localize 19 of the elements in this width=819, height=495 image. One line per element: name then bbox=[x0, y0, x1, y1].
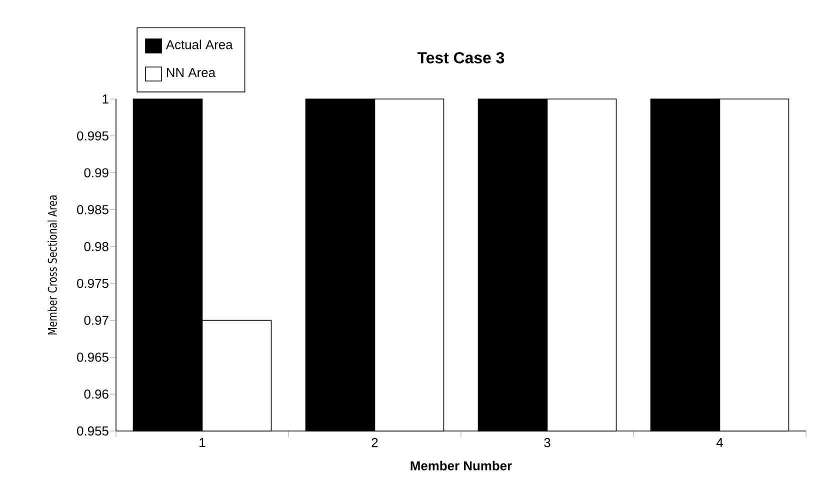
legend-label: NN Area bbox=[166, 68, 216, 78]
x-tick-label: 4 bbox=[716, 438, 723, 447]
y-tick-label: 0.985 bbox=[77, 205, 108, 214]
x-tick-label: 1 bbox=[200, 438, 206, 447]
y-tick-label: 1 bbox=[102, 94, 108, 104]
y-axis-title: Member Cross Sectional Area bbox=[48, 195, 57, 334]
y-tick-label: 0.96 bbox=[84, 390, 108, 399]
legend-label: Actual Area bbox=[166, 40, 233, 50]
y-tick-label: 0.97 bbox=[84, 316, 108, 325]
y-tick-label: 0.975 bbox=[77, 278, 108, 288]
y-tick-label: 0.995 bbox=[77, 131, 108, 140]
x-tick-label: 2 bbox=[372, 438, 378, 448]
chart-title: Test Case 3 bbox=[417, 52, 504, 64]
x-axis-title: Member Number bbox=[410, 460, 512, 470]
y-tick-label: 0.99 bbox=[84, 168, 108, 178]
y-tick-label: 0.955 bbox=[77, 426, 108, 436]
y-tick-label: 0.965 bbox=[77, 352, 108, 362]
y-tick-label: 0.98 bbox=[84, 242, 108, 252]
x-tick-label: 3 bbox=[544, 438, 550, 448]
